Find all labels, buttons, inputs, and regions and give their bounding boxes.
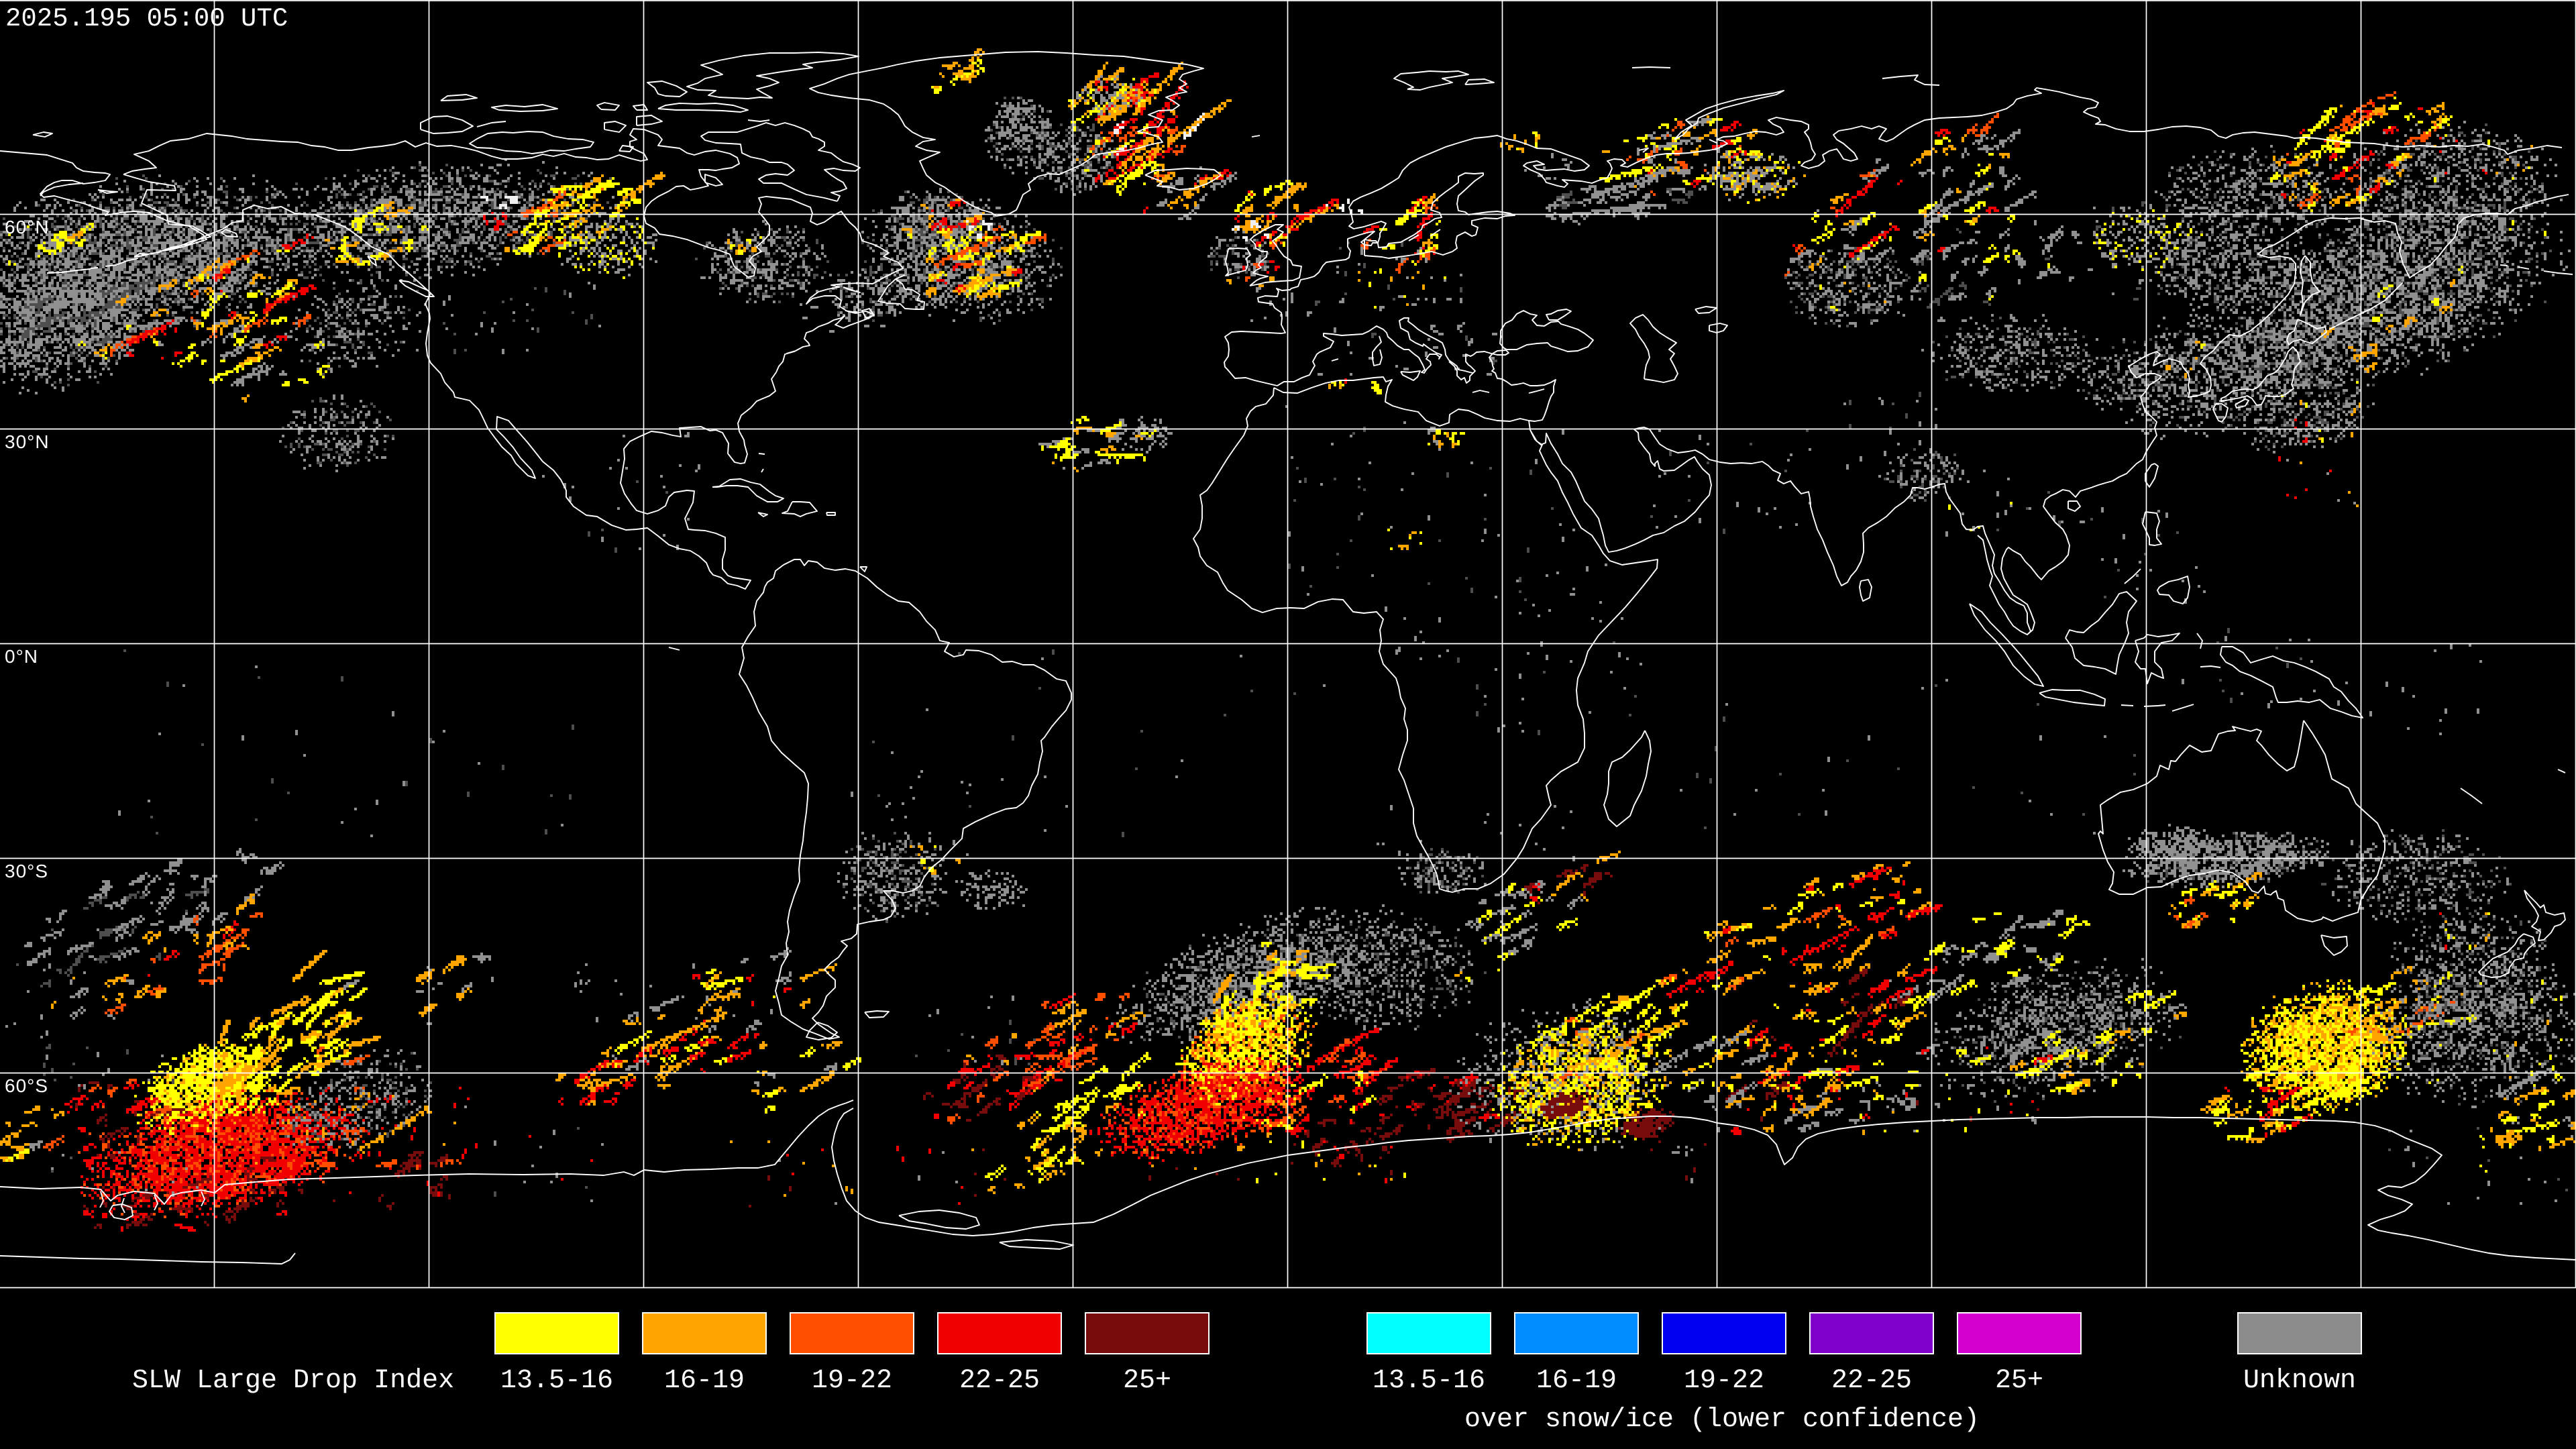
svg-text:30°S: 30°S <box>5 861 48 881</box>
svg-text:30°N: 30°N <box>5 431 50 452</box>
svg-text:13.5-16: 13.5-16 <box>1373 1366 1485 1396</box>
svg-text:SLW Large Drop Index: SLW Large Drop Index <box>132 1366 454 1396</box>
svg-text:16-19: 16-19 <box>664 1366 745 1396</box>
svg-text:22-25: 22-25 <box>959 1366 1040 1396</box>
svg-text:0°N: 0°N <box>5 646 38 667</box>
svg-text:19-22: 19-22 <box>1684 1366 1764 1396</box>
svg-text:25+: 25+ <box>1995 1366 2043 1396</box>
svg-text:over snow/ice (lower confidenc: over snow/ice (lower confidence) <box>1464 1405 1980 1435</box>
svg-text:60°S: 60°S <box>5 1075 48 1096</box>
svg-text:2025.195 05:00 UTC: 2025.195 05:00 UTC <box>5 4 288 34</box>
svg-text:22-25: 22-25 <box>1831 1366 1912 1396</box>
svg-text:19-22: 19-22 <box>812 1366 892 1396</box>
svg-text:Unknown: Unknown <box>2243 1366 2356 1396</box>
svg-text:60°N: 60°N <box>5 217 50 237</box>
svg-text:13.5-16: 13.5-16 <box>500 1366 613 1396</box>
svg-text:16-19: 16-19 <box>1536 1366 1617 1396</box>
svg-text:25+: 25+ <box>1123 1366 1171 1396</box>
